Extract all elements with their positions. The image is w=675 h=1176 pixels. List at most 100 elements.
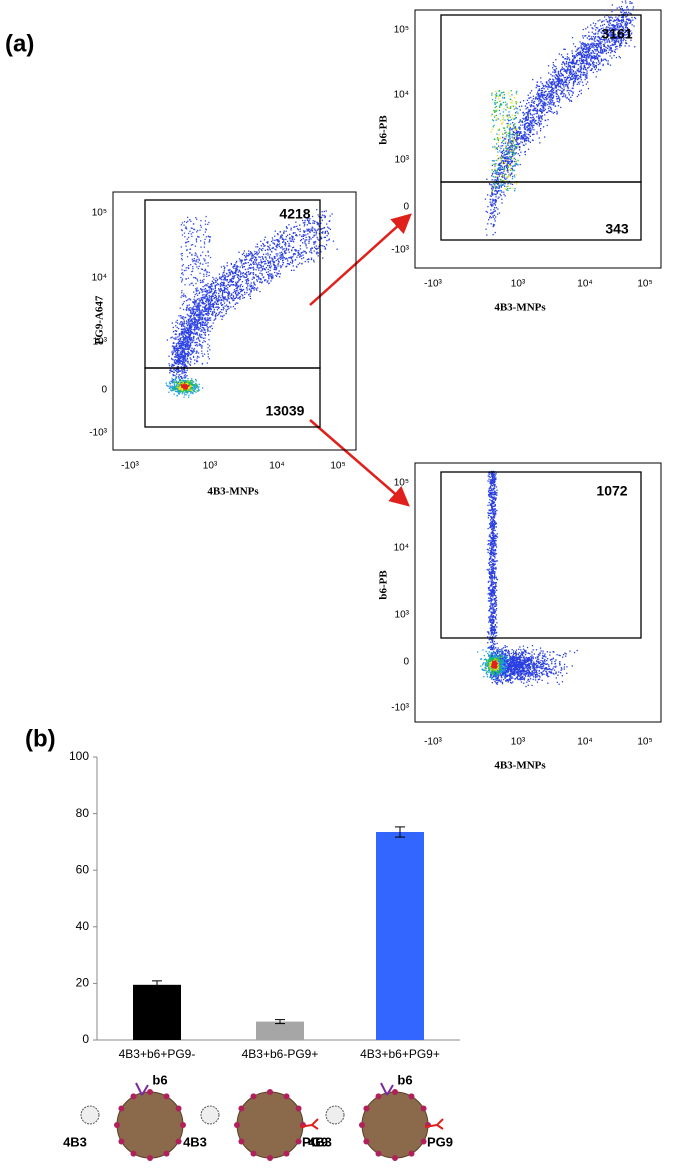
event-dot (244, 293, 246, 295)
event-dot (529, 131, 531, 133)
event-dot (201, 329, 203, 331)
event-dot (260, 259, 262, 261)
event-dot (615, 56, 618, 59)
event-dot (217, 298, 219, 300)
event-dot (545, 102, 547, 104)
event-dot (304, 242, 306, 244)
event-dot (299, 234, 301, 236)
event-dot (530, 104, 533, 106)
event-dot (497, 208, 499, 210)
event-dot (177, 376, 179, 378)
event-dot (190, 311, 192, 313)
event-dot (223, 314, 225, 316)
event-dot (169, 387, 171, 389)
event-dot (202, 309, 204, 312)
event-dot (589, 47, 592, 50)
event-dot (189, 354, 191, 356)
event-dot (257, 275, 259, 277)
event-dot (206, 350, 209, 352)
event-dot (214, 315, 217, 317)
event-dot (188, 331, 190, 333)
event-dot (196, 294, 199, 296)
event-dot (231, 284, 234, 286)
event-dot (322, 257, 324, 259)
event-dot (194, 363, 196, 365)
event-dot (495, 207, 497, 209)
event-dot (224, 298, 226, 300)
event-dot (617, 24, 619, 26)
event-dot (186, 249, 188, 252)
event-dot (515, 139, 518, 141)
event-dot (235, 302, 237, 304)
event-dot (492, 223, 495, 226)
event-dot (210, 298, 212, 300)
event-dot (183, 364, 186, 367)
event-dot (611, 38, 613, 40)
event-dot (495, 185, 497, 188)
event-dot (179, 391, 182, 393)
event-dot (281, 235, 283, 237)
event-dot (573, 62, 575, 64)
event-dot (186, 344, 188, 346)
event-dot (554, 82, 556, 84)
event-dot (320, 244, 322, 247)
event-dot (524, 131, 526, 133)
event-dot (506, 166, 508, 169)
event-dot (242, 285, 244, 288)
event-dot (173, 388, 176, 390)
event-dot (306, 217, 308, 220)
event-dot (504, 173, 506, 175)
event-dot (238, 258, 241, 260)
event-dot (632, 8, 634, 10)
event-dot (303, 225, 305, 227)
event-dot (277, 260, 280, 262)
event-dot (570, 100, 573, 102)
event-dot (208, 236, 210, 238)
event-dot (207, 283, 209, 285)
event-dot (561, 66, 564, 68)
event-dot (176, 360, 178, 362)
event-dot (182, 343, 184, 345)
event-cloud (484, 0, 637, 236)
event-dot (193, 347, 196, 350)
event-dot (511, 148, 513, 150)
event-dot (226, 265, 228, 267)
event-dot (615, 28, 617, 30)
event-dot (199, 318, 201, 321)
event-dot (239, 260, 241, 262)
event-dot (190, 381, 192, 383)
event-dot (558, 79, 560, 81)
event-dot (563, 88, 565, 90)
event-dot (244, 259, 247, 261)
event-dot (285, 248, 288, 250)
event-dot (182, 347, 184, 349)
event-dot (507, 165, 509, 167)
event-dot (204, 231, 206, 233)
event-dot (207, 328, 209, 331)
event-dot (181, 341, 184, 343)
event-dot (621, 15, 624, 17)
event-dot (184, 377, 187, 379)
event-dot (525, 140, 528, 142)
event-dot (496, 179, 498, 182)
event-dot (192, 350, 195, 352)
event-dot (252, 269, 255, 271)
event-dot (567, 62, 570, 64)
event-dot (249, 258, 252, 260)
event-dot (237, 282, 239, 284)
event-dot (182, 340, 184, 343)
event-dot (572, 62, 574, 65)
event-dot (189, 334, 191, 336)
event-dot (192, 332, 194, 334)
event-dot (193, 388, 195, 390)
event-dot (241, 260, 243, 263)
event-dot (538, 119, 540, 121)
event-dot (564, 76, 567, 79)
event-dot (179, 379, 181, 381)
event-dot (540, 104, 542, 107)
event-dot (624, 45, 626, 47)
event-dot (538, 116, 540, 118)
event-dot (536, 104, 538, 106)
event-dot (196, 303, 198, 305)
event-dot (580, 77, 582, 79)
